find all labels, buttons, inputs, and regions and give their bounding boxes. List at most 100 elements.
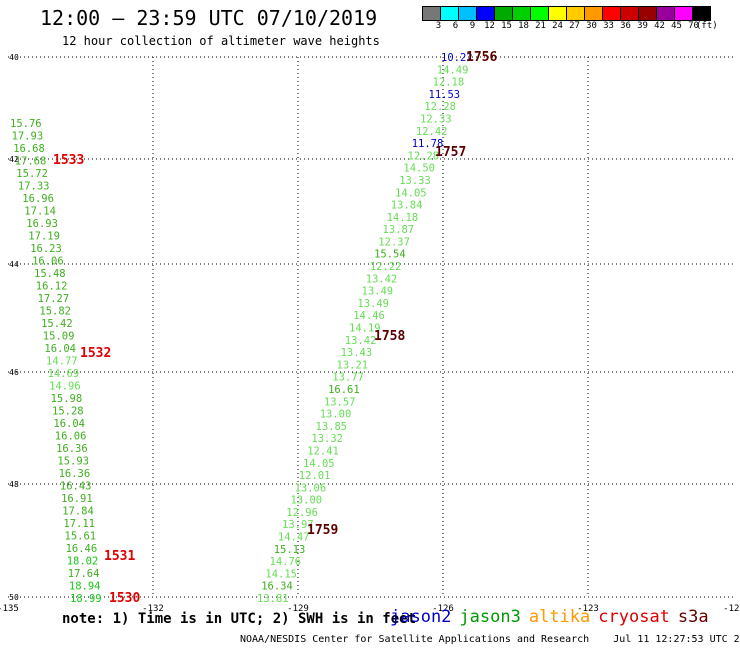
wave-height-value: 17.14: [24, 206, 56, 218]
wave-height-value: 17.93: [12, 131, 44, 143]
color-swatch: [692, 6, 711, 21]
color-scale-label: 30: [586, 21, 597, 31]
color-scale-label: 27: [569, 21, 580, 31]
latitude-tick-label: 48: [9, 480, 19, 489]
wave-height-value: 16.34: [261, 581, 293, 593]
wave-height-value: 17.11: [63, 518, 95, 530]
wave-height-value: 13.49: [357, 298, 389, 310]
footer-timestamp: Jul 11 12:27:53 UTC 2019: [613, 634, 740, 645]
wave-height-value: 17.27: [38, 293, 70, 305]
wave-height-value: 16.12: [36, 281, 68, 293]
color-scale-label: 42: [654, 21, 665, 31]
wave-height-value: 13.43: [341, 347, 373, 359]
color-scale-label: 70: [688, 21, 699, 31]
wave-height-value: 13.57: [324, 396, 356, 408]
wave-height-value: 13.87: [383, 224, 415, 236]
color-scale-label: 3: [435, 21, 442, 31]
wave-height-value: 14.76: [270, 556, 302, 568]
wave-height-value: 12.37: [378, 236, 410, 248]
wave-height-value: 14.05: [303, 458, 335, 470]
wave-height-value: 13.81: [257, 593, 289, 605]
color-scale-label: 12: [484, 21, 495, 31]
wave-height-value: 12.18: [433, 77, 465, 89]
wave-height-value: 15.98: [51, 393, 83, 405]
wave-height-value: 17.33: [18, 181, 50, 193]
wave-height-value: 14.49: [437, 64, 469, 76]
wave-height-value: 14.19: [349, 323, 381, 335]
wave-height-value: 13.49: [362, 286, 394, 298]
legend-entry-jason3: jason3: [459, 607, 521, 627]
wave-height-value: 17.19: [28, 231, 60, 243]
wave-height-value: 14.15: [265, 568, 297, 580]
color-scale-label: 36: [620, 21, 631, 31]
longitude-tick-label: -123: [577, 604, 599, 614]
wave-height-value: 13.97: [282, 519, 314, 531]
wave-height-value: 12.33: [420, 114, 452, 126]
legend-entry-jason2: jason2: [390, 607, 452, 627]
color-scale-label: 18: [518, 21, 529, 31]
wave-height-value: 15.28: [52, 406, 84, 418]
wave-height-value: 12.28: [424, 101, 456, 113]
pass-time-label: 1533: [53, 153, 84, 168]
wave-height-value: 18.99: [70, 593, 102, 605]
wave-height-value: 15.42: [41, 318, 73, 330]
wave-height-value: 14.96: [49, 381, 81, 393]
pass-time-label: 1756: [466, 50, 497, 65]
pass-time-label: 1757: [435, 145, 466, 160]
wave-height-value: 13.85: [316, 421, 348, 433]
longitude-tick-label: -120: [723, 604, 740, 614]
color-scale-label: 33: [603, 21, 614, 31]
wave-height-value: 15.13: [274, 544, 306, 556]
wave-height-value: 13.42: [345, 335, 377, 347]
wave-height-value: 14.77: [46, 356, 78, 368]
color-scale-label: 45: [671, 21, 682, 31]
wave-height-value: 13.06: [295, 482, 327, 494]
wave-height-value: 16.91: [61, 493, 93, 505]
wave-height-value: 14.50: [403, 163, 435, 175]
altimeter-tracks: 10.2214.4912.1811.5312.2812.3312.4211.78…: [10, 50, 497, 606]
wave-height-value: 10.22: [441, 52, 473, 64]
wave-height-value: 16.06: [32, 256, 64, 268]
wave-height-value: 13.33: [399, 175, 431, 187]
wave-height-value: 14.69: [48, 368, 80, 380]
wave-height-value: 13.21: [337, 359, 369, 371]
latitude-tick-label: 40: [9, 53, 19, 62]
pass-time-label: 1531: [104, 549, 135, 564]
wave-height-value: 18.02: [67, 556, 99, 568]
color-scale-label: 24: [552, 21, 563, 31]
wave-height-value: 15.82: [39, 306, 71, 318]
wave-height-value: 17.64: [68, 568, 100, 580]
wave-height-value: 12.41: [307, 446, 339, 458]
wave-height-value: 16.46: [66, 543, 98, 555]
wave-height-value: 14.46: [353, 310, 385, 322]
wave-height-value: 13.00: [291, 495, 323, 507]
color-scale-label: (ft): [696, 21, 718, 31]
color-scale-label: 15: [501, 21, 512, 31]
wave-height-value: 12.96: [286, 507, 318, 519]
wave-height-value: 16.96: [22, 193, 54, 205]
pass-time-label: 1758: [374, 329, 405, 344]
wave-height-value: 17.68: [15, 156, 47, 168]
wave-height-value: 16.06: [55, 431, 87, 443]
longitude-tick-label: -126: [432, 604, 454, 614]
latitude-tick-label: 50: [9, 593, 19, 602]
longitude-tick-label: -135: [0, 604, 19, 614]
wave-height-value: 11.78: [412, 138, 444, 150]
wave-height-value: 12.42: [416, 126, 448, 138]
legend-entry-s3a: s3a: [677, 607, 709, 627]
legend-entry-cryosat: cryosat: [598, 607, 670, 627]
track-s3a: 15.7617.9316.6817.6815.7217.3316.9617.14…: [10, 118, 140, 606]
wave-height-value: 14.05: [395, 187, 427, 199]
wave-height-value: 17.84: [62, 506, 94, 518]
legend-entry-altika: altika: [528, 607, 591, 627]
wave-height-value: 15.61: [65, 531, 97, 543]
wave-height-value: 15.76: [10, 118, 42, 130]
latitude-tick-label: 46: [9, 368, 19, 377]
pass-time-label: 1532: [80, 346, 111, 361]
wave-height-value: 16.36: [56, 443, 88, 455]
wave-height-value: 13.32: [311, 433, 343, 445]
wave-height-value: 14.18: [387, 212, 419, 224]
pass-time-label: 1530: [109, 591, 140, 606]
wave-height-value: 12.01: [299, 470, 331, 482]
